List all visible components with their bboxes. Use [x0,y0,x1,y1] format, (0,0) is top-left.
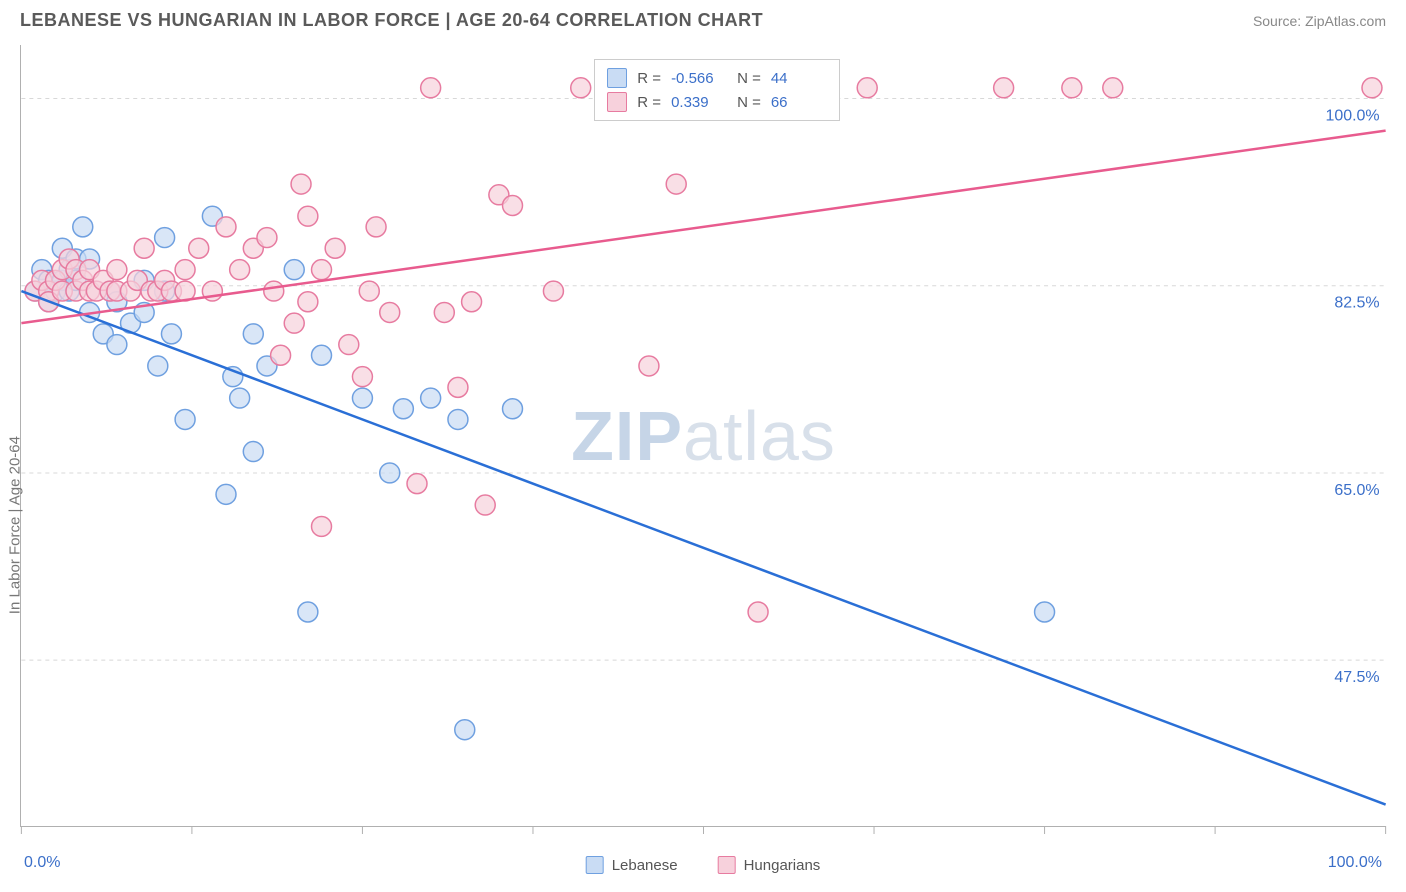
data-point-hungarians [380,302,400,322]
data-point-lebanese [230,388,250,408]
data-point-lebanese [243,442,263,462]
data-point-lebanese [380,463,400,483]
r-value-hungarians: 0.339 [671,94,727,111]
y-tick-label: 82.5% [1334,295,1379,312]
data-point-lebanese [243,324,263,344]
swatch-hungarians [607,92,627,112]
data-point-hungarians [407,474,427,494]
y-tick-label: 65.0% [1334,482,1379,499]
data-point-hungarians [216,217,236,237]
data-point-hungarians [298,292,318,312]
chart-area: In Labor Force | Age 20-64 ZIPatlas 47.5… [20,45,1386,827]
data-point-hungarians [421,78,441,98]
data-point-hungarians [264,281,284,301]
data-point-hungarians [189,238,209,258]
data-point-hungarians [639,356,659,376]
data-point-hungarians [291,174,311,194]
data-point-hungarians [571,78,591,98]
data-point-lebanese [175,409,195,429]
n-value-hungarians: 66 [771,94,827,111]
data-point-lebanese [448,409,468,429]
header: LEBANESE VS HUNGARIAN IN LABOR FORCE | A… [0,0,1406,39]
data-point-hungarians [434,302,454,322]
chart-title: LEBANESE VS HUNGARIAN IN LABOR FORCE | A… [20,10,763,31]
data-point-lebanese [312,345,332,365]
data-point-hungarians [257,228,277,248]
legend-item-hungarians: Hungarians [718,856,821,874]
data-point-hungarians [857,78,877,98]
data-point-hungarians [994,78,1014,98]
legend-item-lebanese: Lebanese [586,856,678,874]
data-point-hungarians [543,281,563,301]
swatch-lebanese [607,68,627,88]
r-label: R = [637,94,661,111]
data-point-hungarians [666,174,686,194]
regression-line-lebanese [21,291,1385,805]
r-value-lebanese: -0.566 [671,70,727,87]
data-point-hungarians [298,206,318,226]
data-point-lebanese [352,388,372,408]
data-point-hungarians [1062,78,1082,98]
data-point-lebanese [148,356,168,376]
data-point-hungarians [366,217,386,237]
data-point-lebanese [503,399,523,419]
data-point-hungarians [312,516,332,536]
data-point-lebanese [455,720,475,740]
data-point-lebanese [284,260,304,280]
data-point-lebanese [73,217,93,237]
y-tick-label: 47.5% [1334,669,1379,686]
x-axis-max: 100.0% [1328,854,1382,872]
data-point-lebanese [107,335,127,355]
data-point-hungarians [107,260,127,280]
data-point-lebanese [161,324,181,344]
scatter-plot: 47.5% 65.0% 82.5% 100.0% [21,45,1386,826]
legend-label-hungarians: Hungarians [744,857,821,874]
data-point-hungarians [352,367,372,387]
data-point-hungarians [1103,78,1123,98]
data-point-hungarians [339,335,359,355]
data-point-lebanese [1035,602,1055,622]
swatch-lebanese [586,856,604,874]
data-point-hungarians [230,260,250,280]
data-point-lebanese [393,399,413,419]
data-point-lebanese [298,602,318,622]
n-value-lebanese: 44 [771,70,827,87]
data-point-hungarians [462,292,482,312]
legend: Lebanese Hungarians [586,856,821,874]
data-point-hungarians [748,602,768,622]
data-point-lebanese [421,388,441,408]
n-label: N = [737,94,761,111]
data-point-hungarians [312,260,332,280]
data-point-lebanese [216,484,236,504]
data-point-hungarians [134,238,154,258]
data-point-hungarians [503,195,523,215]
correlation-stats-box: R = -0.566 N = 44 R = 0.339 N = 66 [594,59,840,121]
legend-label-lebanese: Lebanese [612,857,678,874]
data-point-hungarians [175,260,195,280]
y-tick-label: 100.0% [1325,107,1379,124]
r-label: R = [637,70,661,87]
data-point-hungarians [448,377,468,397]
data-point-lebanese [155,228,175,248]
data-point-hungarians [271,345,291,365]
data-point-hungarians [359,281,379,301]
stats-row-hungarians: R = 0.339 N = 66 [607,90,827,114]
n-label: N = [737,70,761,87]
x-axis-min: 0.0% [24,854,60,872]
data-point-hungarians [475,495,495,515]
swatch-hungarians [718,856,736,874]
data-point-hungarians [1362,78,1382,98]
stats-row-lebanese: R = -0.566 N = 44 [607,66,827,90]
data-point-hungarians [325,238,345,258]
source-label: Source: ZipAtlas.com [1253,13,1386,29]
data-point-hungarians [284,313,304,333]
